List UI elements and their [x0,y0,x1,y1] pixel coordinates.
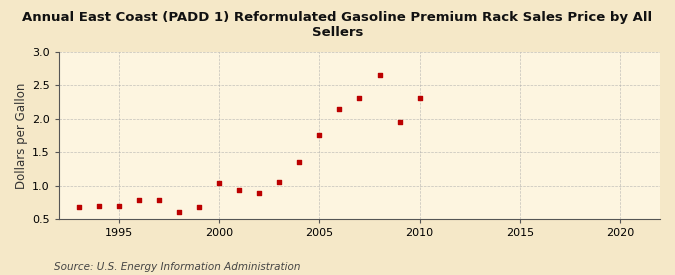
Text: Source: U.S. Energy Information Administration: Source: U.S. Energy Information Administ… [54,262,300,272]
Y-axis label: Dollars per Gallon: Dollars per Gallon [15,82,28,189]
Point [214,181,225,185]
Point [254,191,265,195]
Point [173,210,184,214]
Point [274,180,285,185]
Point [94,204,105,208]
Point [394,120,405,124]
Point [154,197,165,202]
Point [374,73,385,78]
Point [314,133,325,137]
Point [414,96,425,100]
Point [134,197,144,202]
Point [234,187,244,192]
Point [354,96,365,100]
Point [334,107,345,111]
Point [294,159,305,164]
Point [113,204,124,208]
Text: Annual East Coast (PADD 1) Reformulated Gasoline Premium Rack Sales Price by All: Annual East Coast (PADD 1) Reformulated … [22,11,653,39]
Point [74,205,84,209]
Point [194,205,205,209]
